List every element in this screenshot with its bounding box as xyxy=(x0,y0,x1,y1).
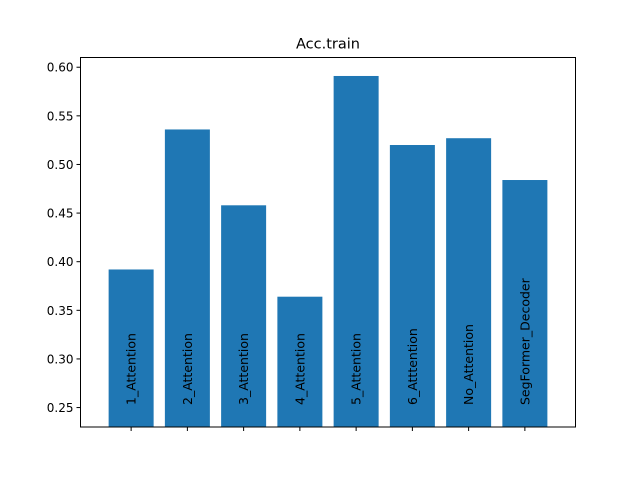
y-tick-label-0.55: 0.55 xyxy=(47,109,74,123)
bar-label-SegFormer_Decoder: SegFormer_Decoder xyxy=(517,277,532,405)
x-axis xyxy=(130,427,526,431)
bar-1_Attention xyxy=(108,269,154,427)
bar-4_Attention xyxy=(277,296,323,427)
bar-label-2_Attention: 2_Attention xyxy=(180,333,195,405)
y-tick-label-0.40: 0.40 xyxy=(47,255,74,269)
bar-label-6_Atttention: 6_Atttention xyxy=(405,328,420,405)
bar-label-5_Attention: 5_Attention xyxy=(349,333,364,405)
bars-group: 1_Attention 2_Attention 3_Attention 4_Atten… xyxy=(108,75,548,427)
plot-frame xyxy=(80,57,576,428)
bar-label-1_Attention: 1_Attention xyxy=(124,333,139,405)
y-tick-label-0.25: 0.25 xyxy=(47,401,74,415)
y-tick-label-0.60: 0.60 xyxy=(47,61,74,75)
y-tick-label-0.30: 0.30 xyxy=(47,352,74,366)
y-axis: 0.25 0.30 0.35 0.40 0.45 0.50 0.55 0.60 xyxy=(47,61,81,415)
bar-label-3_Attention: 3_Attention xyxy=(236,333,251,405)
chart-title: Acc.train xyxy=(296,37,360,53)
bar-SegFormer_Decoder xyxy=(502,180,548,427)
bar-No_Attention xyxy=(446,138,492,427)
bar-6_Atttention xyxy=(389,145,435,427)
bar-3_Attention xyxy=(221,205,267,427)
bar-label-4_Attention: 4_Attention xyxy=(292,333,307,405)
bar-label-No_Attention: No_Attention xyxy=(461,324,476,405)
bar-2_Attention xyxy=(164,129,210,427)
y-tick-label-0.45: 0.45 xyxy=(47,207,74,221)
y-tick-label-0.35: 0.35 xyxy=(47,304,74,318)
y-tick-label-0.50: 0.50 xyxy=(47,158,74,172)
bar-5_Attention xyxy=(333,75,379,427)
